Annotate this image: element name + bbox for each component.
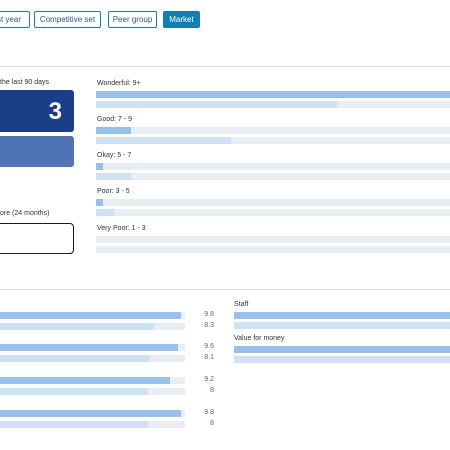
distribution-bar-secondary xyxy=(96,137,450,144)
distribution-label: Poor: 3 - 5 xyxy=(97,188,130,195)
category-bar-primary xyxy=(234,312,450,319)
category-label: Value for money xyxy=(234,335,285,342)
category-bar-secondary xyxy=(0,388,185,395)
category-bar-secondary xyxy=(234,322,450,329)
score-period-label: the last 90 days xyxy=(0,79,50,86)
category-bar-primary xyxy=(0,410,185,417)
score-24-months-label: ore (24 months) xyxy=(0,210,50,217)
category-score-secondary: 8.1 xyxy=(204,354,214,361)
distribution-bar-primary-fill xyxy=(96,163,104,170)
score-24-months-box xyxy=(0,223,74,254)
tab-last-year[interactable]: st year xyxy=(0,11,30,28)
distribution-bar-primary xyxy=(96,127,450,134)
category-bar-primary-fill xyxy=(0,344,178,351)
tab-competitive-set[interactable]: Competitive set xyxy=(34,11,101,28)
distribution-bar-primary xyxy=(96,199,450,206)
category-bar-primary-fill xyxy=(0,377,171,384)
category-bar-secondary xyxy=(0,355,185,362)
distribution-bar-primary-fill xyxy=(96,199,104,206)
category-bar-secondary-fill xyxy=(234,356,450,363)
tab-market[interactable]: Market xyxy=(163,11,200,28)
comparison-score-box xyxy=(0,136,74,167)
category-bar-secondary xyxy=(234,356,450,363)
category-label: Staff xyxy=(234,301,249,308)
distribution-label: Okay: 5 - 7 xyxy=(97,152,132,159)
category-score-primary: 9.8 xyxy=(204,311,214,318)
distribution-label: Very Poor: 1 - 3 xyxy=(97,225,146,232)
distribution-bar-primary xyxy=(96,236,450,243)
distribution-label: Good: 7 - 9 xyxy=(97,116,133,123)
category-bar-secondary xyxy=(0,323,185,330)
category-bar-primary xyxy=(0,312,185,319)
distribution-bar-secondary xyxy=(96,173,450,180)
distribution-bar-secondary-fill xyxy=(96,137,231,144)
category-score-secondary: 8.3 xyxy=(204,322,214,329)
category-bar-primary-fill xyxy=(0,312,182,319)
category-bar-primary xyxy=(234,346,450,353)
category-bar-primary xyxy=(0,377,185,384)
category-bar-secondary-fill xyxy=(0,355,150,362)
category-bar-primary-fill xyxy=(234,312,450,319)
distribution-bar-secondary xyxy=(96,101,450,108)
distribution-bar-primary xyxy=(96,91,450,98)
overall-score-value: 3 xyxy=(48,98,62,125)
category-bar-secondary-fill xyxy=(0,323,154,330)
category-score-primary: 9.8 xyxy=(204,409,214,416)
category-bar-secondary xyxy=(0,421,185,428)
overall-score-box: 3 xyxy=(0,90,74,132)
tab-peer-group[interactable]: Peer group xyxy=(108,11,157,28)
distribution-bar-secondary-fill xyxy=(96,209,114,216)
category-score-primary: 9.6 xyxy=(204,343,214,350)
category-score-primary: 9.2 xyxy=(204,376,214,383)
category-bar-primary xyxy=(0,344,185,351)
section-divider-top xyxy=(0,66,450,67)
distribution-bar-secondary-fill xyxy=(96,173,132,180)
category-score-secondary: 8 xyxy=(210,387,214,394)
category-bar-secondary-fill xyxy=(0,388,148,395)
category-score-secondary: 8 xyxy=(210,420,214,427)
category-bar-primary-fill xyxy=(234,346,450,353)
category-bar-primary-fill xyxy=(0,410,182,417)
distribution-bar-primary-fill xyxy=(96,91,450,98)
section-divider-middle xyxy=(0,289,450,290)
distribution-bar-primary xyxy=(96,163,450,170)
distribution-bar-primary-fill xyxy=(96,127,132,134)
category-bar-secondary-fill xyxy=(0,421,148,428)
category-bar-secondary-fill xyxy=(234,322,450,329)
distribution-bar-secondary-fill xyxy=(96,101,337,108)
distribution-label: Wonderful: 9+ xyxy=(97,80,141,87)
distribution-bar-secondary xyxy=(96,209,450,216)
distribution-bar-secondary xyxy=(96,246,450,253)
